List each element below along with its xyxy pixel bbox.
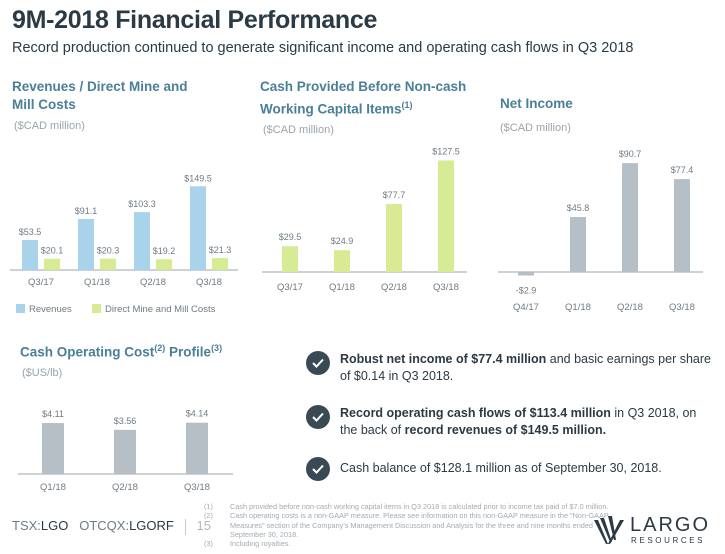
net-income-chart: -$2.9 Q4/17 $45.8 Q1/18 $90.7 Q2/18 $77.4 Q3/18 bbox=[498, 149, 703, 313]
legend-swatch-revenues bbox=[16, 304, 25, 313]
bar-value-label: -$2.9 bbox=[516, 285, 537, 295]
x-tick-label: Q2/18 bbox=[112, 482, 138, 493]
net-income-chart-title: Net Income bbox=[500, 96, 573, 111]
net-income-bar bbox=[518, 272, 534, 276]
revenues-chart: $53.5 $20.1 Q3/17 $91.1 $20.3 Q1/18 $103.3 $19.… bbox=[10, 173, 238, 315]
bar-value-label: $4.14 bbox=[186, 409, 209, 419]
cash-before-title-sup: (1) bbox=[401, 100, 413, 110]
revenues-unit-label: ($CAD million) bbox=[14, 120, 85, 132]
check-circle-icon bbox=[306, 351, 330, 375]
x-tick-label: Q2/18 bbox=[617, 302, 643, 313]
mine-cost-bar bbox=[156, 259, 172, 270]
revenue-bar bbox=[134, 212, 150, 270]
largo-logo: LARGO RESOURCES bbox=[592, 514, 717, 548]
revenue-bar bbox=[22, 240, 38, 270]
x-tick-label: Q4/17 bbox=[513, 302, 539, 313]
bar-value-label: $149.5 bbox=[184, 173, 212, 183]
x-tick-label: Q1/18 bbox=[40, 482, 66, 493]
bar-value-label: $29.5 bbox=[279, 232, 302, 242]
bar-value-label: $24.9 bbox=[331, 236, 354, 246]
cash-cost-bar bbox=[42, 423, 64, 474]
bar-value-label: $20.3 bbox=[97, 246, 120, 256]
bullet-text: Record operating cash flows of $113.4 mi… bbox=[340, 406, 697, 437]
x-tick-label: Q3/18 bbox=[196, 277, 222, 288]
bullet-net-income: Robust net income of $77.4 million and b… bbox=[306, 351, 711, 385]
bar-value-label: $53.5 bbox=[19, 227, 42, 237]
page-subtitle: Record production continued to generate … bbox=[12, 40, 634, 56]
cash-cost-bar bbox=[186, 422, 208, 474]
logo-subtext: RESOURCES bbox=[631, 536, 706, 545]
bar-value-label: $19.2 bbox=[153, 246, 176, 256]
x-tick-label: Q1/18 bbox=[84, 277, 110, 288]
bar-value-label: $21.3 bbox=[209, 245, 232, 255]
x-tick-label: Q3/18 bbox=[184, 482, 210, 493]
cash-cost-title-text: Cash Operating Cost bbox=[20, 344, 155, 360]
page-title: 9M-2018 Financial Performance bbox=[12, 6, 378, 34]
bullet-text: Robust net income of $77.4 million and b… bbox=[340, 352, 711, 383]
bar-value-label: $90.7 bbox=[619, 149, 642, 159]
mine-cost-bar bbox=[100, 258, 116, 270]
cash-before-bar bbox=[438, 160, 454, 272]
x-tick-label: Q2/18 bbox=[140, 277, 166, 288]
logo-wordmark: LARGO bbox=[630, 514, 711, 536]
x-tick-label: Q1/18 bbox=[329, 282, 355, 293]
net-income-bar bbox=[674, 179, 690, 272]
bar-value-label: $103.3 bbox=[128, 199, 156, 209]
x-tick-label: Q3/17 bbox=[28, 277, 54, 288]
cash-before-title-text: Cash Provided Before Non-cash Working Ca… bbox=[260, 79, 467, 117]
net-income-bar bbox=[622, 163, 638, 272]
ticker-symbols: TSX:LGO OTCQX:LGORF 15 bbox=[12, 518, 211, 535]
cash-cost-chart-title: Cash Operating Cost(2) Profile(3) bbox=[20, 339, 280, 362]
net-income-unit-label: ($CAD million) bbox=[500, 122, 571, 134]
cash-cost-bar bbox=[114, 429, 136, 474]
revenue-bar bbox=[78, 218, 94, 270]
footnotes: (1) Cash provided before non-cash working… bbox=[204, 502, 609, 549]
page-number: 15 bbox=[196, 518, 211, 533]
bar-value-label: $45.8 bbox=[567, 203, 590, 213]
cash-before-chart: $29.5 Q3/17 $24.9 Q1/18 $77.7 Q2/18 $127.5 Q3/1… bbox=[262, 146, 467, 293]
cash-before-bar bbox=[386, 204, 402, 272]
bar-value-label: $20.1 bbox=[41, 246, 64, 256]
mine-cost-bar bbox=[212, 258, 228, 270]
legend-label-mine-costs: Direct Mine and Mill Costs bbox=[105, 304, 216, 315]
legend-label-revenues: Revenues bbox=[29, 304, 72, 315]
mine-cost-bar bbox=[44, 258, 60, 270]
x-tick-label: Q1/18 bbox=[565, 302, 591, 313]
cash-cost-title-sup2: (3) bbox=[211, 343, 223, 353]
cash-before-bar bbox=[282, 246, 298, 272]
bar-value-label: $3.56 bbox=[114, 416, 137, 426]
cash-cost-title-sup1: (2) bbox=[154, 343, 166, 353]
net-income-bar bbox=[570, 217, 586, 272]
x-tick-label: Q3/18 bbox=[669, 302, 695, 313]
cash-before-bar bbox=[334, 250, 350, 272]
check-circle-icon bbox=[306, 457, 330, 481]
bar-value-label: $4.11 bbox=[42, 409, 64, 419]
revenue-bar bbox=[190, 186, 206, 270]
revenues-chart-title: Revenues / Direct Mine and Mill Costs bbox=[12, 79, 188, 112]
cash-before-unit-label: ($CAD million) bbox=[263, 124, 334, 136]
bullet-cash-flows: Record operating cash flows of $113.4 mi… bbox=[306, 405, 711, 439]
check-circle-icon bbox=[306, 405, 330, 429]
bar-value-label: $127.5 bbox=[432, 146, 460, 156]
legend-swatch-mine-costs bbox=[92, 304, 101, 313]
cash-before-chart-title: Cash Provided Before Non-cash Working Ca… bbox=[260, 78, 470, 119]
cash-cost-title-mid: Profile bbox=[169, 344, 212, 360]
cash-cost-unit-label: ($US/lb) bbox=[22, 367, 63, 379]
x-tick-label: Q3/18 bbox=[433, 282, 459, 293]
bar-value-label: $77.4 bbox=[671, 165, 694, 175]
cash-cost-chart: $4.11 Q1/18 $3.56 Q2/18 $4.14 Q3/18 bbox=[18, 409, 233, 493]
bullet-cash-balance: Cash balance of $128.1 million as of Sep… bbox=[306, 457, 711, 481]
x-tick-label: Q2/18 bbox=[381, 282, 407, 293]
bullet-text: Cash balance of $128.1 million as of Sep… bbox=[340, 461, 662, 475]
bar-value-label: $77.7 bbox=[383, 190, 406, 200]
bar-value-label: $91.1 bbox=[75, 206, 98, 216]
x-tick-label: Q3/17 bbox=[277, 282, 303, 293]
